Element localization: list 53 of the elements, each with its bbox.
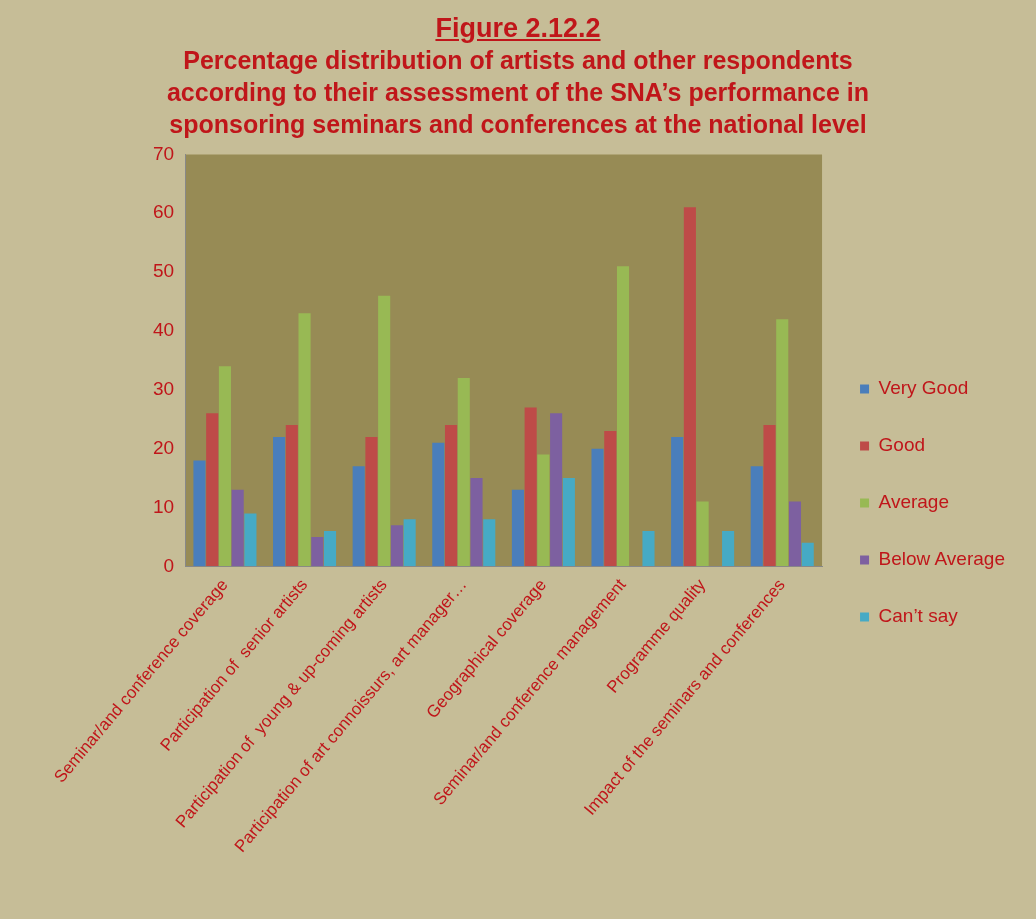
legend-label: Average <box>878 491 949 513</box>
bar <box>750 466 763 567</box>
bar <box>604 431 617 567</box>
y-tick-label: 30 <box>152 378 175 400</box>
bar <box>231 489 244 567</box>
bar <box>671 436 684 567</box>
bar <box>683 207 696 567</box>
bar <box>696 501 709 567</box>
y-tick-label: 10 <box>152 495 175 517</box>
chart-subtitle: Percentage distribution of artists and other respondents according to their assessment of the SNA’s performance in sponsoring seminars and conferences at the national level <box>165 45 870 140</box>
bar <box>311 536 324 567</box>
bar <box>722 531 735 567</box>
bar <box>524 407 537 567</box>
y-tick-label: 20 <box>152 436 175 458</box>
bar <box>562 478 575 567</box>
bar <box>244 513 257 567</box>
bar <box>273 436 286 567</box>
bar <box>285 425 298 567</box>
chart-title: Figure 2.12.2 <box>434 12 602 44</box>
bar <box>432 442 445 567</box>
y-tick-label: 50 <box>152 260 175 282</box>
bar <box>206 413 219 567</box>
y-tick-label: 0 <box>163 554 175 576</box>
bar <box>323 531 337 567</box>
legend-label: Very Good <box>878 377 969 399</box>
y-tick-label: 40 <box>152 319 175 341</box>
bar <box>352 466 365 567</box>
bar <box>193 460 206 567</box>
bar <box>788 501 802 567</box>
bar <box>365 436 378 567</box>
legend-label: Good <box>878 434 926 456</box>
legend-label: Can’t say <box>878 605 959 627</box>
bar <box>776 319 789 567</box>
bar <box>378 295 391 567</box>
bar <box>642 531 655 567</box>
bar <box>457 378 470 567</box>
bar <box>550 413 563 567</box>
bar <box>616 266 630 567</box>
y-tick-label: 70 <box>152 142 175 164</box>
bar <box>298 313 311 567</box>
bar <box>591 448 604 567</box>
bar <box>470 478 483 567</box>
y-tick-label: 60 <box>152 201 175 223</box>
bar <box>445 425 458 567</box>
bar <box>537 454 550 567</box>
bar <box>403 519 416 567</box>
bar <box>801 542 814 567</box>
bar <box>483 519 496 567</box>
bar <box>511 489 524 567</box>
legend-label: Below Average <box>878 548 1005 570</box>
bar <box>390 525 403 567</box>
bar <box>218 366 231 567</box>
bar <box>763 425 776 567</box>
